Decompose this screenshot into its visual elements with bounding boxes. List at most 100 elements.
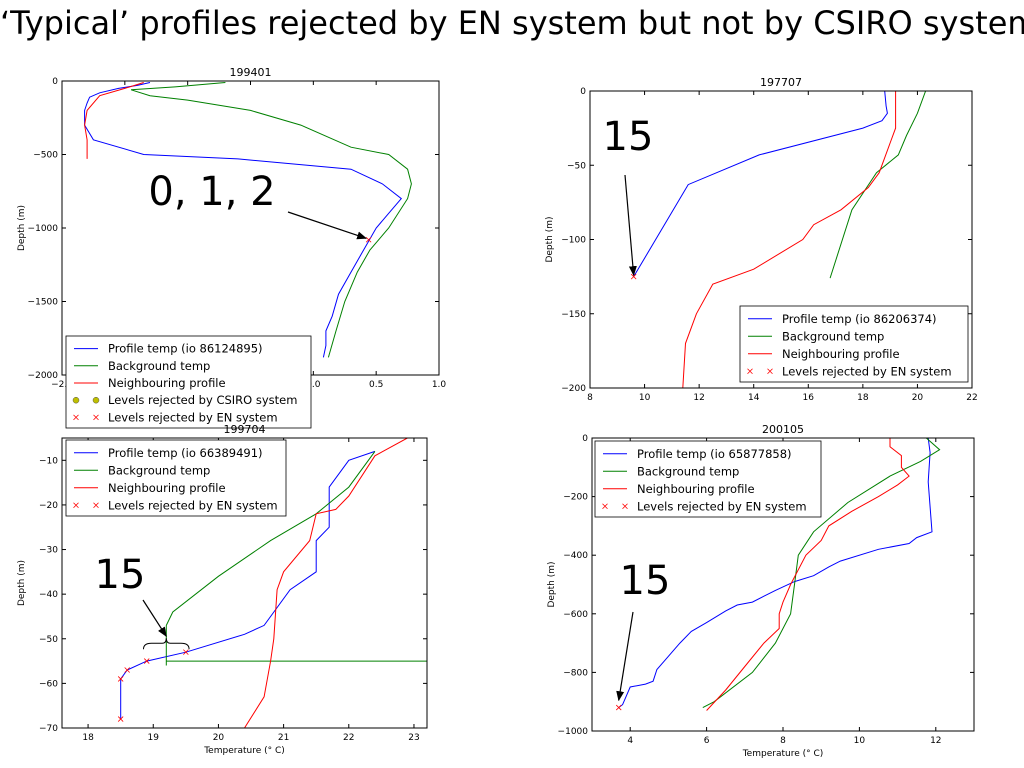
- chart-title: 200105: [762, 423, 804, 436]
- y-tick-label: 0: [580, 87, 586, 97]
- legend-swatch: [73, 502, 79, 509]
- legend-label: Levels rejected by EN system: [782, 364, 952, 378]
- series-line-profile: [618, 438, 933, 708]
- x-tick-label: 8: [780, 736, 786, 746]
- plot-frame: [61, 80, 440, 376]
- series-group: [117, 438, 427, 728]
- series-group: [630, 91, 927, 388]
- series-line-background: [829, 91, 927, 279]
- x-tick-label: −2.0: [51, 380, 73, 390]
- legend-label: Background temp: [108, 463, 210, 477]
- en-rejected-marker: [117, 716, 124, 722]
- x-axis-label: Temperature (° C): [203, 746, 285, 756]
- legend: Profile temp (io 65877858) Background tem…: [594, 440, 822, 518]
- y-tick-label: 0: [582, 434, 588, 444]
- x-tick-label: 18: [857, 393, 869, 403]
- y-tick-label: −50: [567, 161, 586, 171]
- y-tick-label: −70: [39, 724, 58, 734]
- x-tick-label: 0.5: [369, 380, 383, 390]
- annotation-label: 15: [603, 114, 654, 160]
- chart-197707: 197707 8 10 12 14 16 18 20 22 0 −50 −100 −150 −200 Dep…: [545, 76, 978, 403]
- y-tick-label: −500: [33, 151, 58, 161]
- legend-label: Profile temp (io 66389491): [108, 446, 263, 460]
- y-tick-label: −10: [39, 456, 58, 466]
- en-rejected-marker: [183, 649, 189, 655]
- en-rejected-marker: [117, 676, 124, 682]
- y-axis-label: Depth (m): [547, 561, 557, 607]
- chart-199401: 199401−2.0−1.5−1.0−0.50.00.51.00−500−100…: [17, 66, 447, 429]
- legend-label: Neighbouring profile: [637, 482, 755, 496]
- series-line-neighbour: [706, 438, 910, 711]
- x-tick-label: 16: [803, 393, 815, 403]
- y-tick-label: −1000: [28, 224, 59, 234]
- series-group: [84, 82, 412, 358]
- legend-label: Profile temp (io 65877858): [637, 447, 792, 461]
- chart-title: 197707: [760, 76, 802, 89]
- legend-swatch: [767, 368, 773, 375]
- x-tick-label: 8: [587, 393, 593, 403]
- chart-200105: 200105 4 6 8 10 12 0 −200 −400 −600 −800 −1000 Tempe…: [547, 423, 975, 759]
- series-line-background: [130, 82, 412, 358]
- y-tick-label: 0: [52, 77, 58, 87]
- x-tick-label: 19: [148, 733, 160, 743]
- x-tick-label: 12: [930, 736, 941, 746]
- series-line-background: [702, 438, 941, 709]
- series-line-background: [165, 451, 427, 666]
- annotation-brace: [142, 638, 190, 650]
- legend-box: [65, 439, 287, 517]
- legend-label: Levels rejected by EN system: [108, 410, 278, 424]
- series-group: [615, 438, 941, 711]
- y-tick-label: −20: [39, 501, 58, 511]
- annotation-arrow: [624, 174, 637, 277]
- legend-label: Background temp: [108, 359, 210, 373]
- annotation-label: 0, 1, 2: [148, 169, 275, 215]
- en-rejected-marker: [143, 658, 150, 664]
- y-tick-label: −800: [563, 668, 588, 678]
- legend-swatch: [622, 503, 628, 510]
- legend: Profile temp (io 86124895) Background tem…: [65, 335, 312, 429]
- x-tick-label: 18: [82, 733, 94, 743]
- legend-label: Profile temp (io 86124895): [108, 342, 263, 356]
- legend-swatch: [73, 414, 79, 421]
- series-line-neighbour: [682, 91, 897, 388]
- legend-label: Levels rejected by EN system: [637, 499, 807, 513]
- legend-swatch: [93, 502, 99, 509]
- annotation-label: 15: [620, 558, 671, 604]
- legend-label: Neighbouring profile: [108, 376, 226, 390]
- legend-swatch: [602, 503, 608, 510]
- slide-title: ‘Typical’ profiles rejected by EN system…: [0, 4, 1024, 42]
- legend-label: Levels rejected by EN system: [108, 498, 278, 512]
- x-tick-label: 1.0: [432, 380, 447, 390]
- annotation-arrow: [287, 211, 368, 240]
- x-tick-label: 21: [278, 733, 289, 743]
- legend-swatch: [72, 396, 80, 404]
- legend-label: Levels rejected by CSIRO system: [108, 393, 297, 407]
- y-axis-label: Depth (m): [17, 205, 27, 251]
- annotation-arrow: [142, 599, 167, 638]
- x-tick-label: 12: [693, 393, 704, 403]
- x-axis-label: Temperature (° C): [742, 749, 824, 759]
- chart-title: 199704: [224, 423, 266, 436]
- x-tick-label: 22: [966, 393, 977, 403]
- legend-label: Background temp: [637, 464, 739, 478]
- y-axis-label: Depth (m): [17, 560, 27, 606]
- y-tick-label: −50: [39, 635, 58, 645]
- y-tick-label: −400: [563, 551, 588, 561]
- x-tick-label: 22: [343, 733, 354, 743]
- series-line-profile: [633, 91, 888, 277]
- legend-box: [739, 305, 969, 383]
- y-tick-label: −30: [39, 546, 58, 556]
- x-tick-label: 10: [639, 393, 651, 403]
- series-line-profile: [120, 450, 376, 720]
- series-line-neighbour: [244, 438, 408, 728]
- legend-swatch: [92, 396, 100, 404]
- y-tick-label: −200: [563, 493, 588, 503]
- x-tick-label: 10: [854, 736, 866, 746]
- series-line-neighbour: [84, 82, 144, 159]
- legend-box: [594, 440, 822, 518]
- y-axis-label: Depth (m): [545, 216, 555, 262]
- legend: Profile temp (io 66389491) Background tem…: [65, 439, 287, 517]
- legend-label: Neighbouring profile: [782, 347, 900, 361]
- legend-label: Background temp: [782, 329, 884, 343]
- x-tick-label: 6: [704, 736, 710, 746]
